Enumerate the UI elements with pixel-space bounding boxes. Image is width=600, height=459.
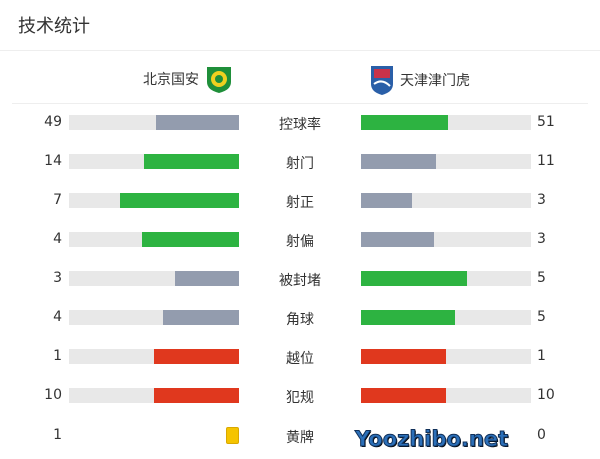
stat-row: 4 射偏 3 bbox=[0, 230, 600, 250]
stat-row: 3 被封堵 5 bbox=[0, 269, 600, 289]
away-bar bbox=[361, 310, 531, 325]
away-bar bbox=[361, 388, 531, 403]
home-value: 4 bbox=[53, 309, 62, 325]
stat-label: 控球率 bbox=[279, 117, 321, 133]
home-team[interactable]: 北京国安 bbox=[143, 64, 233, 94]
away-bar bbox=[361, 193, 531, 208]
home-bar-fill bbox=[163, 310, 239, 325]
away-value: 10 bbox=[537, 387, 555, 403]
stat-label: 犯规 bbox=[286, 390, 314, 406]
away-bar bbox=[361, 349, 531, 364]
home-bar-fill bbox=[154, 388, 239, 403]
away-bar bbox=[361, 154, 531, 169]
away-bar-fill bbox=[361, 193, 412, 208]
away-team-name: 天津津门虎 bbox=[400, 73, 470, 89]
watermark: Yoozhibo.net bbox=[354, 427, 509, 452]
away-value: 5 bbox=[537, 270, 546, 286]
home-value: 10 bbox=[44, 387, 62, 403]
home-team-name: 北京国安 bbox=[143, 72, 199, 88]
tianjin-jinmen-tiger-crest-icon bbox=[371, 66, 393, 95]
stat-label: 被封堵 bbox=[279, 273, 321, 289]
stat-row: 7 射正 3 bbox=[0, 191, 600, 211]
divider bbox=[12, 103, 588, 104]
home-bar bbox=[69, 154, 239, 169]
home-bar-fill bbox=[141, 232, 239, 247]
away-value: 3 bbox=[537, 231, 546, 247]
stat-label: 射偏 bbox=[286, 234, 314, 250]
stat-label: 射门 bbox=[286, 156, 314, 172]
away-value: 0 bbox=[537, 427, 546, 443]
away-bar-fill bbox=[361, 154, 436, 169]
divider bbox=[0, 50, 600, 51]
home-value: 4 bbox=[53, 231, 62, 247]
home-value: 1 bbox=[53, 427, 62, 443]
home-bar bbox=[69, 271, 239, 286]
stat-label: 射正 bbox=[286, 195, 314, 211]
away-bar bbox=[361, 232, 531, 247]
home-bar-fill bbox=[154, 349, 239, 364]
away-value: 3 bbox=[537, 192, 546, 208]
away-team[interactable]: 天津津门虎 bbox=[370, 64, 470, 96]
home-value: 1 bbox=[53, 348, 62, 364]
away-bar-fill bbox=[361, 115, 448, 130]
away-value: 11 bbox=[537, 153, 555, 169]
away-bar-fill bbox=[361, 232, 434, 247]
home-value: 7 bbox=[53, 192, 62, 208]
away-bar bbox=[361, 115, 531, 130]
away-bar-fill bbox=[361, 310, 456, 325]
home-bar bbox=[69, 388, 239, 403]
away-bar-fill bbox=[361, 271, 468, 286]
home-bar-fill bbox=[120, 193, 239, 208]
stat-label: 越位 bbox=[286, 351, 314, 367]
stat-row-yellow-cards: 1 黄牌 0 bbox=[0, 426, 600, 446]
away-value: 1 bbox=[537, 348, 546, 364]
home-bar bbox=[69, 193, 239, 208]
stat-row: 14 射门 11 bbox=[0, 152, 600, 172]
home-bar-fill bbox=[175, 271, 239, 286]
away-value: 51 bbox=[537, 114, 555, 130]
home-bar bbox=[69, 310, 239, 325]
away-value: 5 bbox=[537, 309, 546, 325]
home-bar bbox=[69, 232, 239, 247]
stat-label: 角球 bbox=[286, 312, 314, 328]
home-value: 49 bbox=[44, 114, 62, 130]
home-bar bbox=[69, 115, 239, 130]
home-bar-fill bbox=[155, 115, 239, 130]
section-title: 技术统计 bbox=[18, 16, 90, 37]
stat-row: 49 控球率 51 bbox=[0, 113, 600, 133]
home-value: 3 bbox=[53, 270, 62, 286]
home-bar bbox=[69, 349, 239, 364]
home-bar-fill bbox=[143, 154, 239, 169]
stat-row: 10 犯规 10 bbox=[0, 386, 600, 406]
away-bar bbox=[361, 271, 531, 286]
yellow-card-icon bbox=[226, 427, 239, 444]
beijing-guoan-crest-icon bbox=[207, 67, 231, 93]
stat-row: 1 越位 1 bbox=[0, 347, 600, 367]
home-value: 14 bbox=[44, 153, 62, 169]
stat-row: 4 角球 5 bbox=[0, 308, 600, 328]
away-bar-fill bbox=[361, 388, 446, 403]
stat-label: 黄牌 bbox=[286, 430, 314, 446]
away-bar-fill bbox=[361, 349, 446, 364]
